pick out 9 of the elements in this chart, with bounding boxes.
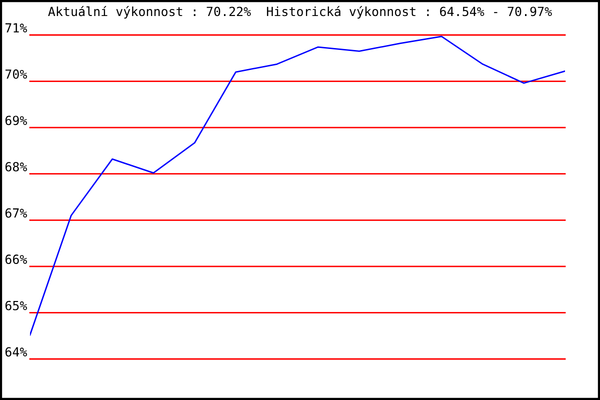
y-tick-label: 68% xyxy=(5,162,28,172)
chart-title: Aktuální výkonnost : 70.22% Historická výkonnost : 64.54% - 70.97% xyxy=(48,6,552,19)
y-tick-label: 64% xyxy=(5,347,28,357)
y-tick-label: 66% xyxy=(5,254,28,264)
y-tick-label: 65% xyxy=(5,300,28,310)
y-tick-label: 70% xyxy=(5,69,28,79)
y-tick-label: 67% xyxy=(5,208,28,218)
y-tick-label: 69% xyxy=(5,116,28,126)
y-tick-label: 71% xyxy=(5,23,28,32)
